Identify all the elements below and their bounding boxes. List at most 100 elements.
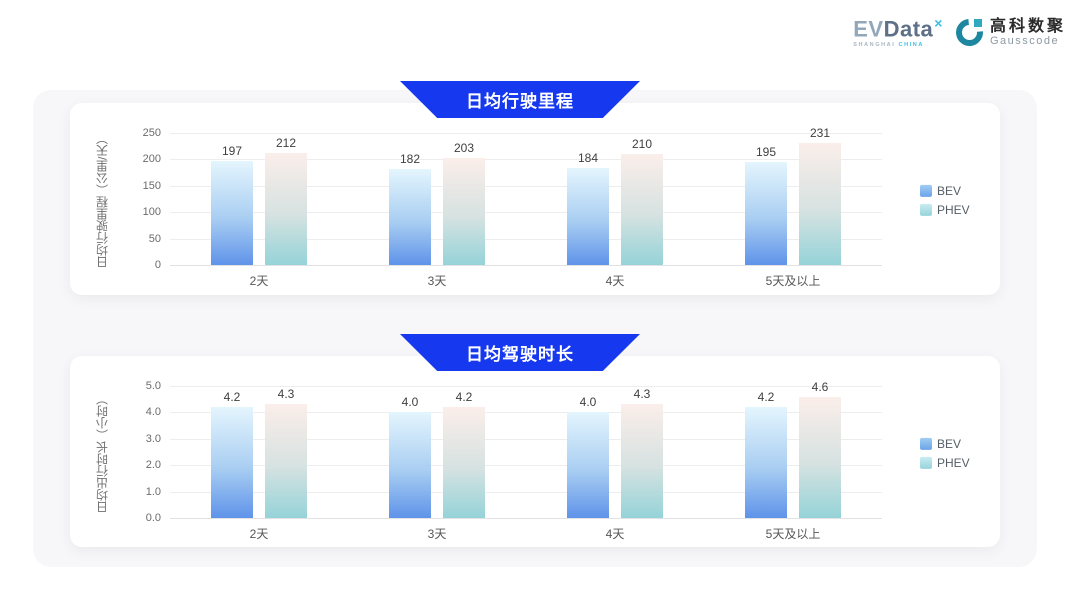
value-label: 182 (399, 151, 421, 166)
y-tick-label: 5.0 (145, 380, 161, 392)
y-tick-label: 1.0 (145, 485, 161, 498)
value-label: 4.2 (455, 390, 473, 405)
chart-title-mileage: 日均行驶里程 (466, 92, 574, 111)
legend-label: BEV (937, 183, 962, 198)
bar-group: 197 212 2天 (211, 133, 307, 288)
gridline (170, 238, 882, 240)
gridline (170, 412, 882, 414)
value-label: 4.0 (401, 395, 419, 410)
legend-duration: BEV PHEV (920, 436, 970, 469)
value-label: 4.6 (811, 379, 829, 394)
bar-group: 184 210 4天 (567, 133, 663, 288)
category-label: 4天 (605, 274, 625, 288)
bar-phev: 4.6 (799, 380, 841, 518)
bar-groups: 197 212 2天 182 203 3天 184 210 4天 195 231 5天及以上 (170, 126, 882, 288)
bar-phev: 203 (443, 141, 485, 265)
gridline (170, 159, 882, 161)
y-tick-label: 3.0 (145, 432, 161, 445)
value-label: 4.0 (579, 395, 597, 410)
gridline (170, 265, 882, 266)
value-label: 203 (453, 140, 475, 155)
gridline (170, 438, 882, 440)
gridline (170, 212, 882, 214)
value-label: 212 (275, 136, 297, 151)
dashboard-panel: 日均行驶里程 日均行驶里程（公里/天） 0 50 100 150 200 250 197 21… (33, 81, 1037, 567)
legend-item-phev[interactable]: PHEV (920, 455, 970, 469)
category-label: 5天及以上 (765, 274, 821, 288)
gausscode-en-label: Gausscode (989, 35, 1060, 48)
legend-mileage: BEV PHEV (920, 184, 970, 217)
bar-phev: 4.3 (621, 387, 663, 518)
evdata-ev-text: EV (853, 16, 884, 42)
gridline (170, 185, 882, 187)
plot-area-duration: 0.0 1.0 2.0 3.0 4.0 5.0 4.2 4.3 2天 4.0 4.2 3天 4.0 4.3… (146, 380, 882, 541)
bar-phev: 4.2 (443, 390, 485, 518)
legend-item-bev[interactable]: BEV (920, 436, 970, 450)
bar-bev: 4.2 (211, 390, 253, 518)
category-label: 5天及以上 (765, 527, 821, 541)
bar-group: 182 203 3天 (389, 133, 485, 288)
value-label: 197 (221, 143, 243, 158)
y-tick-label: 4.0 (145, 406, 161, 419)
bar-groups: 4.2 4.3 2天 4.0 4.2 3天 4.0 4.3 4天 4.2 4.6 5天及以上 (170, 380, 882, 541)
bar-bev: 184 (567, 151, 609, 265)
legend-swatch-bev (920, 437, 932, 450)
category-label: 3天 (427, 274, 447, 288)
gausscode-text: 高科数聚 Gausscode (990, 18, 1066, 48)
value-label: 4.2 (223, 390, 241, 405)
bar-bev: 4.0 (389, 395, 431, 518)
evdata-logo: EVData× SHANGHAI CHINA (853, 16, 943, 49)
plot-area-mileage: 0 50 100 150 200 250 197 212 2天 182 203 3天 184 210 4天 1… (143, 126, 882, 288)
chart-title-duration: 日均驾驶时长 (466, 345, 574, 364)
bar-bev: 197 (211, 144, 253, 265)
bar-bev: 195 (745, 145, 787, 265)
evdata-subtext-china: CHINA (898, 42, 924, 49)
legend-label: BEV (937, 436, 962, 451)
value-label: 210 (631, 137, 653, 152)
gausscode-cn-label: 高科数聚 (989, 17, 1066, 35)
value-label: 4.2 (757, 390, 775, 405)
chart-title-banner-mileage: 日均行驶里程 (400, 81, 640, 118)
y-tick-label: 100 (142, 206, 161, 219)
bar-bev: 4.0 (567, 395, 609, 518)
legend-swatch-bev (920, 184, 932, 197)
bar-phev: 210 (621, 137, 663, 265)
gridline (170, 386, 882, 387)
legend-item-bev[interactable]: BEV (920, 184, 970, 198)
category-label: 2天 (249, 527, 269, 541)
y-tick-label: 200 (142, 153, 161, 166)
chart-card-duration: 日均出行时长（小时） 0.0 1.0 2.0 3.0 4.0 5.0 4.2 4.3 2天 4.0… (70, 356, 1000, 547)
evdata-x-icon: × (934, 15, 943, 31)
bar-bev: 4.2 (745, 390, 787, 518)
bar-phev: 212 (265, 136, 307, 265)
y-tick-label: 150 (142, 179, 161, 192)
bar-group: 4.0 4.3 4天 (567, 386, 663, 541)
bar-group: 4.0 4.2 3天 (389, 386, 485, 541)
chart-title-banner-duration: 日均驾驶时长 (400, 334, 640, 371)
y-tick-label: 0.0 (145, 512, 161, 524)
value-label: 184 (577, 150, 599, 165)
chart-card-mileage: 日均行驶里程（公里/天） 0 50 100 150 200 250 197 212 2天 182 2… (70, 103, 1000, 295)
legend-item-phev[interactable]: PHEV (920, 203, 970, 217)
gridline (170, 133, 882, 134)
legend-swatch-phev (920, 456, 932, 469)
gridline (170, 491, 882, 493)
bar-group: 4.2 4.3 2天 (211, 386, 307, 541)
legend-swatch-phev (920, 203, 932, 216)
category-label: 2天 (249, 274, 269, 288)
y-tick-label: 0 (154, 259, 161, 271)
bar-group: 4.2 4.6 5天及以上 (745, 380, 841, 541)
y-axis-title-duration: 日均出行时长（小时） (95, 393, 110, 513)
y-tick-label: 250 (142, 127, 161, 139)
gridline (170, 465, 882, 467)
y-axis-title-mileage: 日均行驶里程（公里/天） (95, 132, 110, 268)
evdata-data-text: Data (883, 16, 934, 42)
value-label: 4.3 (633, 387, 651, 402)
gridline (170, 518, 882, 519)
bar-group: 195 231 5天及以上 (745, 126, 841, 288)
category-label: 4天 (605, 527, 625, 541)
value-label: 4.3 (277, 387, 295, 402)
y-tick-label: 50 (148, 232, 161, 245)
legend-label: PHEV (937, 202, 970, 217)
bar-phev: 231 (799, 126, 841, 265)
